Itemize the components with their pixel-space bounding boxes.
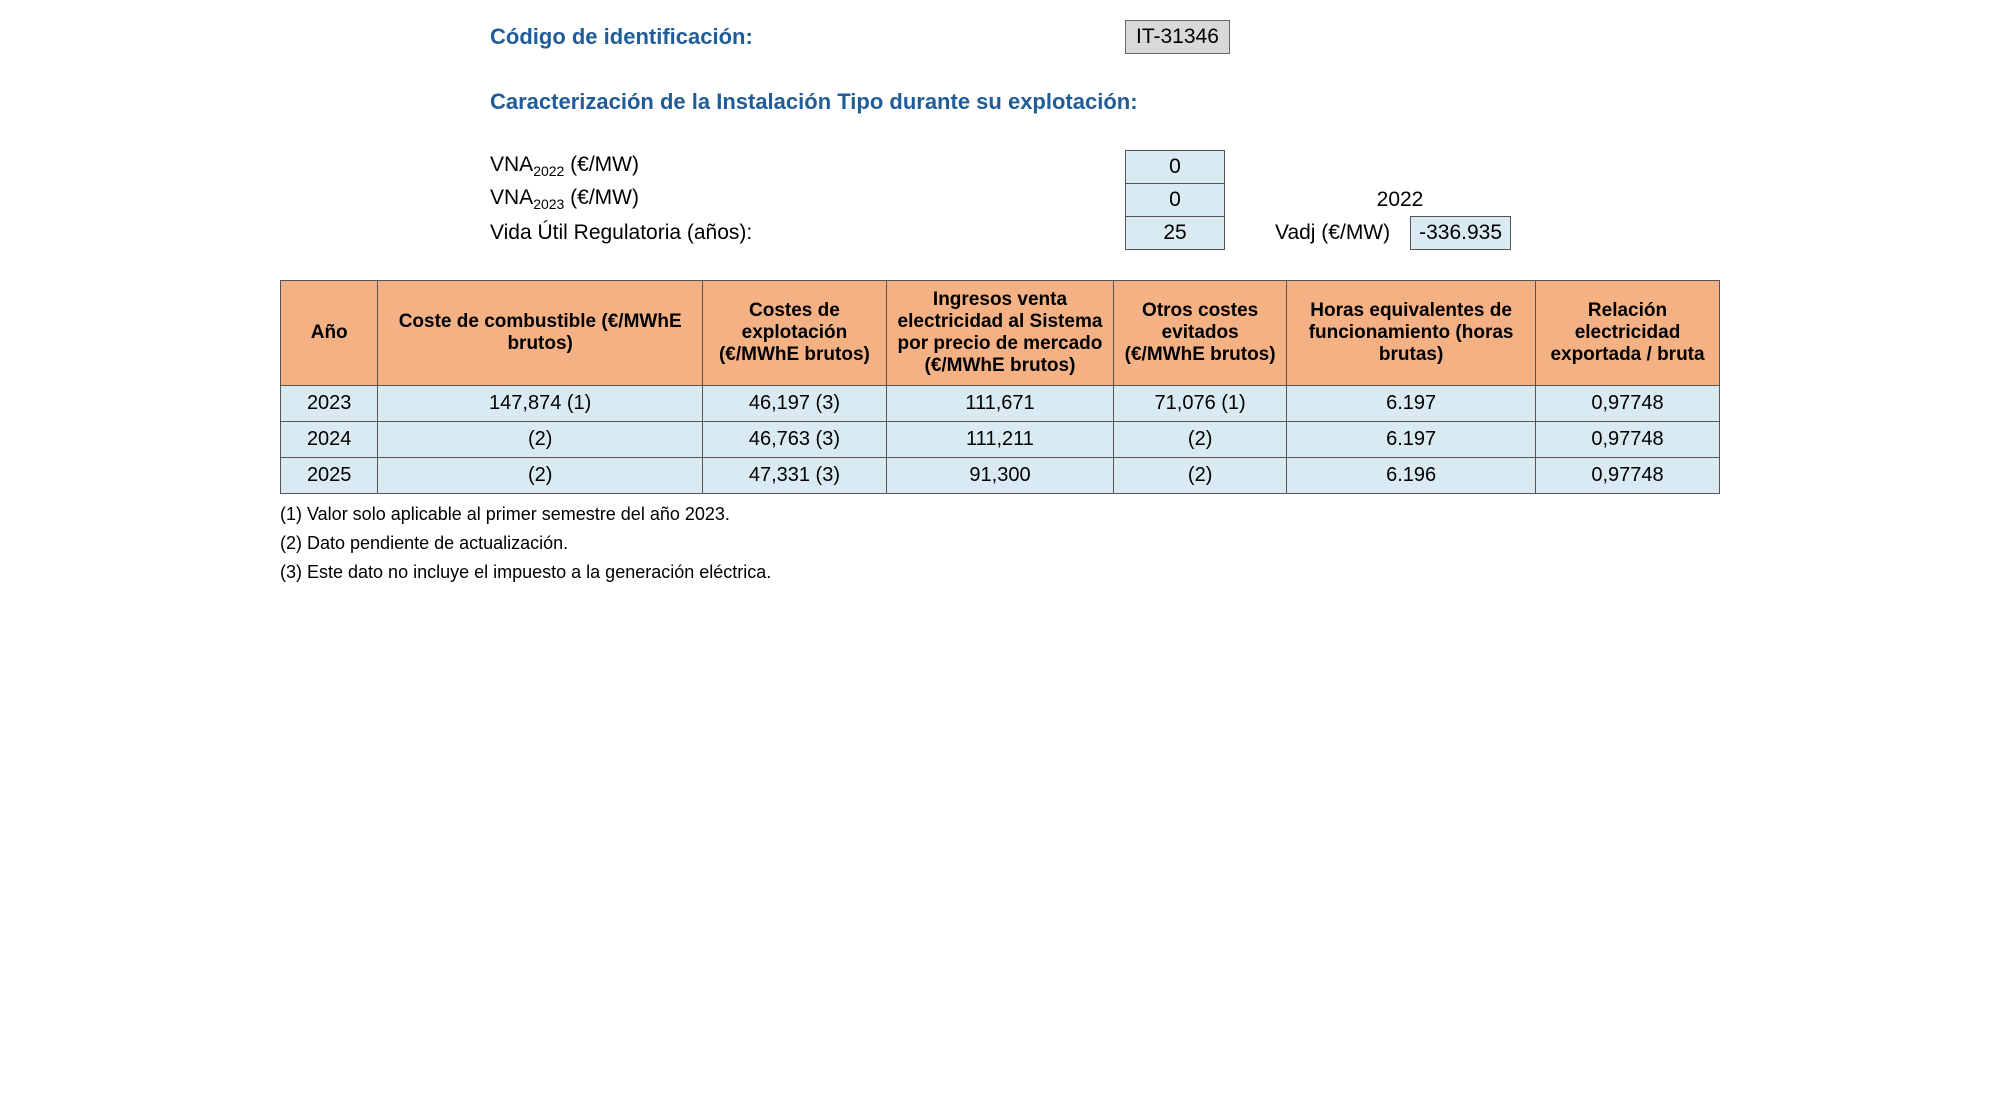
table-cell: 2023 [281, 386, 378, 422]
table-cell: 2025 [281, 458, 378, 494]
table-header-cell: Año [281, 281, 378, 386]
table-header-cell: Costes de explotación (€/MWhE brutos) [702, 281, 886, 386]
vna2022-value: 0 [1125, 150, 1225, 183]
table-header-cell: Ingresos venta electricidad al Sistema p… [886, 281, 1113, 386]
table-cell: 6.196 [1287, 458, 1536, 494]
table-header-cell: Coste de combustible (€/MWhE brutos) [378, 281, 703, 386]
vadj-value: -336.935 [1410, 216, 1511, 250]
table-cell: (2) [1114, 458, 1287, 494]
table-cell: (2) [378, 458, 703, 494]
table-cell: 111,211 [886, 422, 1113, 458]
characterization-heading: Caracterización de la Instalación Tipo d… [490, 89, 1138, 115]
table-cell: 0,97748 [1536, 458, 1720, 494]
table-cell: 0,97748 [1536, 386, 1720, 422]
table-cell: 91,300 [886, 458, 1113, 494]
data-table: AñoCoste de combustible (€/MWhE brutos)C… [280, 280, 1720, 494]
vida-util-value: 25 [1125, 216, 1225, 250]
table-cell: 46,197 (3) [702, 386, 886, 422]
table-header-cell: Relación electricidad exportada / bruta [1536, 281, 1720, 386]
table-header-cell: Horas equivalentes de funcionamiento (ho… [1287, 281, 1536, 386]
vida-util-label: Vida Útil Regulatoria (años): [490, 221, 1125, 245]
table-row: 2023147,874 (1)46,197 (3)111,67171,076 (… [281, 386, 1720, 422]
year-column-label: 2022 [1355, 188, 1445, 212]
table-row: 2025(2)47,331 (3)91,300(2)6.1960,97748 [281, 458, 1720, 494]
vna2022-label: VNA2022 (€/MW) [490, 153, 1125, 179]
table-cell: (2) [1114, 422, 1287, 458]
footnotes: (1) Valor solo aplicable al primer semes… [280, 504, 1720, 583]
footnote: (3) Este dato no incluye el impuesto a l… [280, 562, 1720, 583]
id-label: Código de identificación: [490, 24, 1125, 50]
table-cell: 47,331 (3) [702, 458, 886, 494]
table-cell: 0,97748 [1536, 422, 1720, 458]
vna2023-label: VNA2023 (€/MW) [490, 186, 1125, 212]
id-value-box: IT-31346 [1125, 20, 1230, 54]
table-cell: 6.197 [1287, 422, 1536, 458]
table-cell: (2) [378, 422, 703, 458]
table-cell: 111,671 [886, 386, 1113, 422]
table-cell: 6.197 [1287, 386, 1536, 422]
footnote: (1) Valor solo aplicable al primer semes… [280, 504, 1720, 525]
footnote: (2) Dato pendiente de actualización. [280, 533, 1720, 554]
table-row: 2024(2)46,763 (3)111,211(2)6.1970,97748 [281, 422, 1720, 458]
table-cell: 71,076 (1) [1114, 386, 1287, 422]
table-cell: 2024 [281, 422, 378, 458]
table-cell: 147,874 (1) [378, 386, 703, 422]
vna2023-value: 0 [1125, 183, 1225, 216]
vadj-label: Vadj (€/MW) [1275, 221, 1390, 245]
table-header-cell: Otros costes evitados (€/MWhE brutos) [1114, 281, 1287, 386]
table-cell: 46,763 (3) [702, 422, 886, 458]
